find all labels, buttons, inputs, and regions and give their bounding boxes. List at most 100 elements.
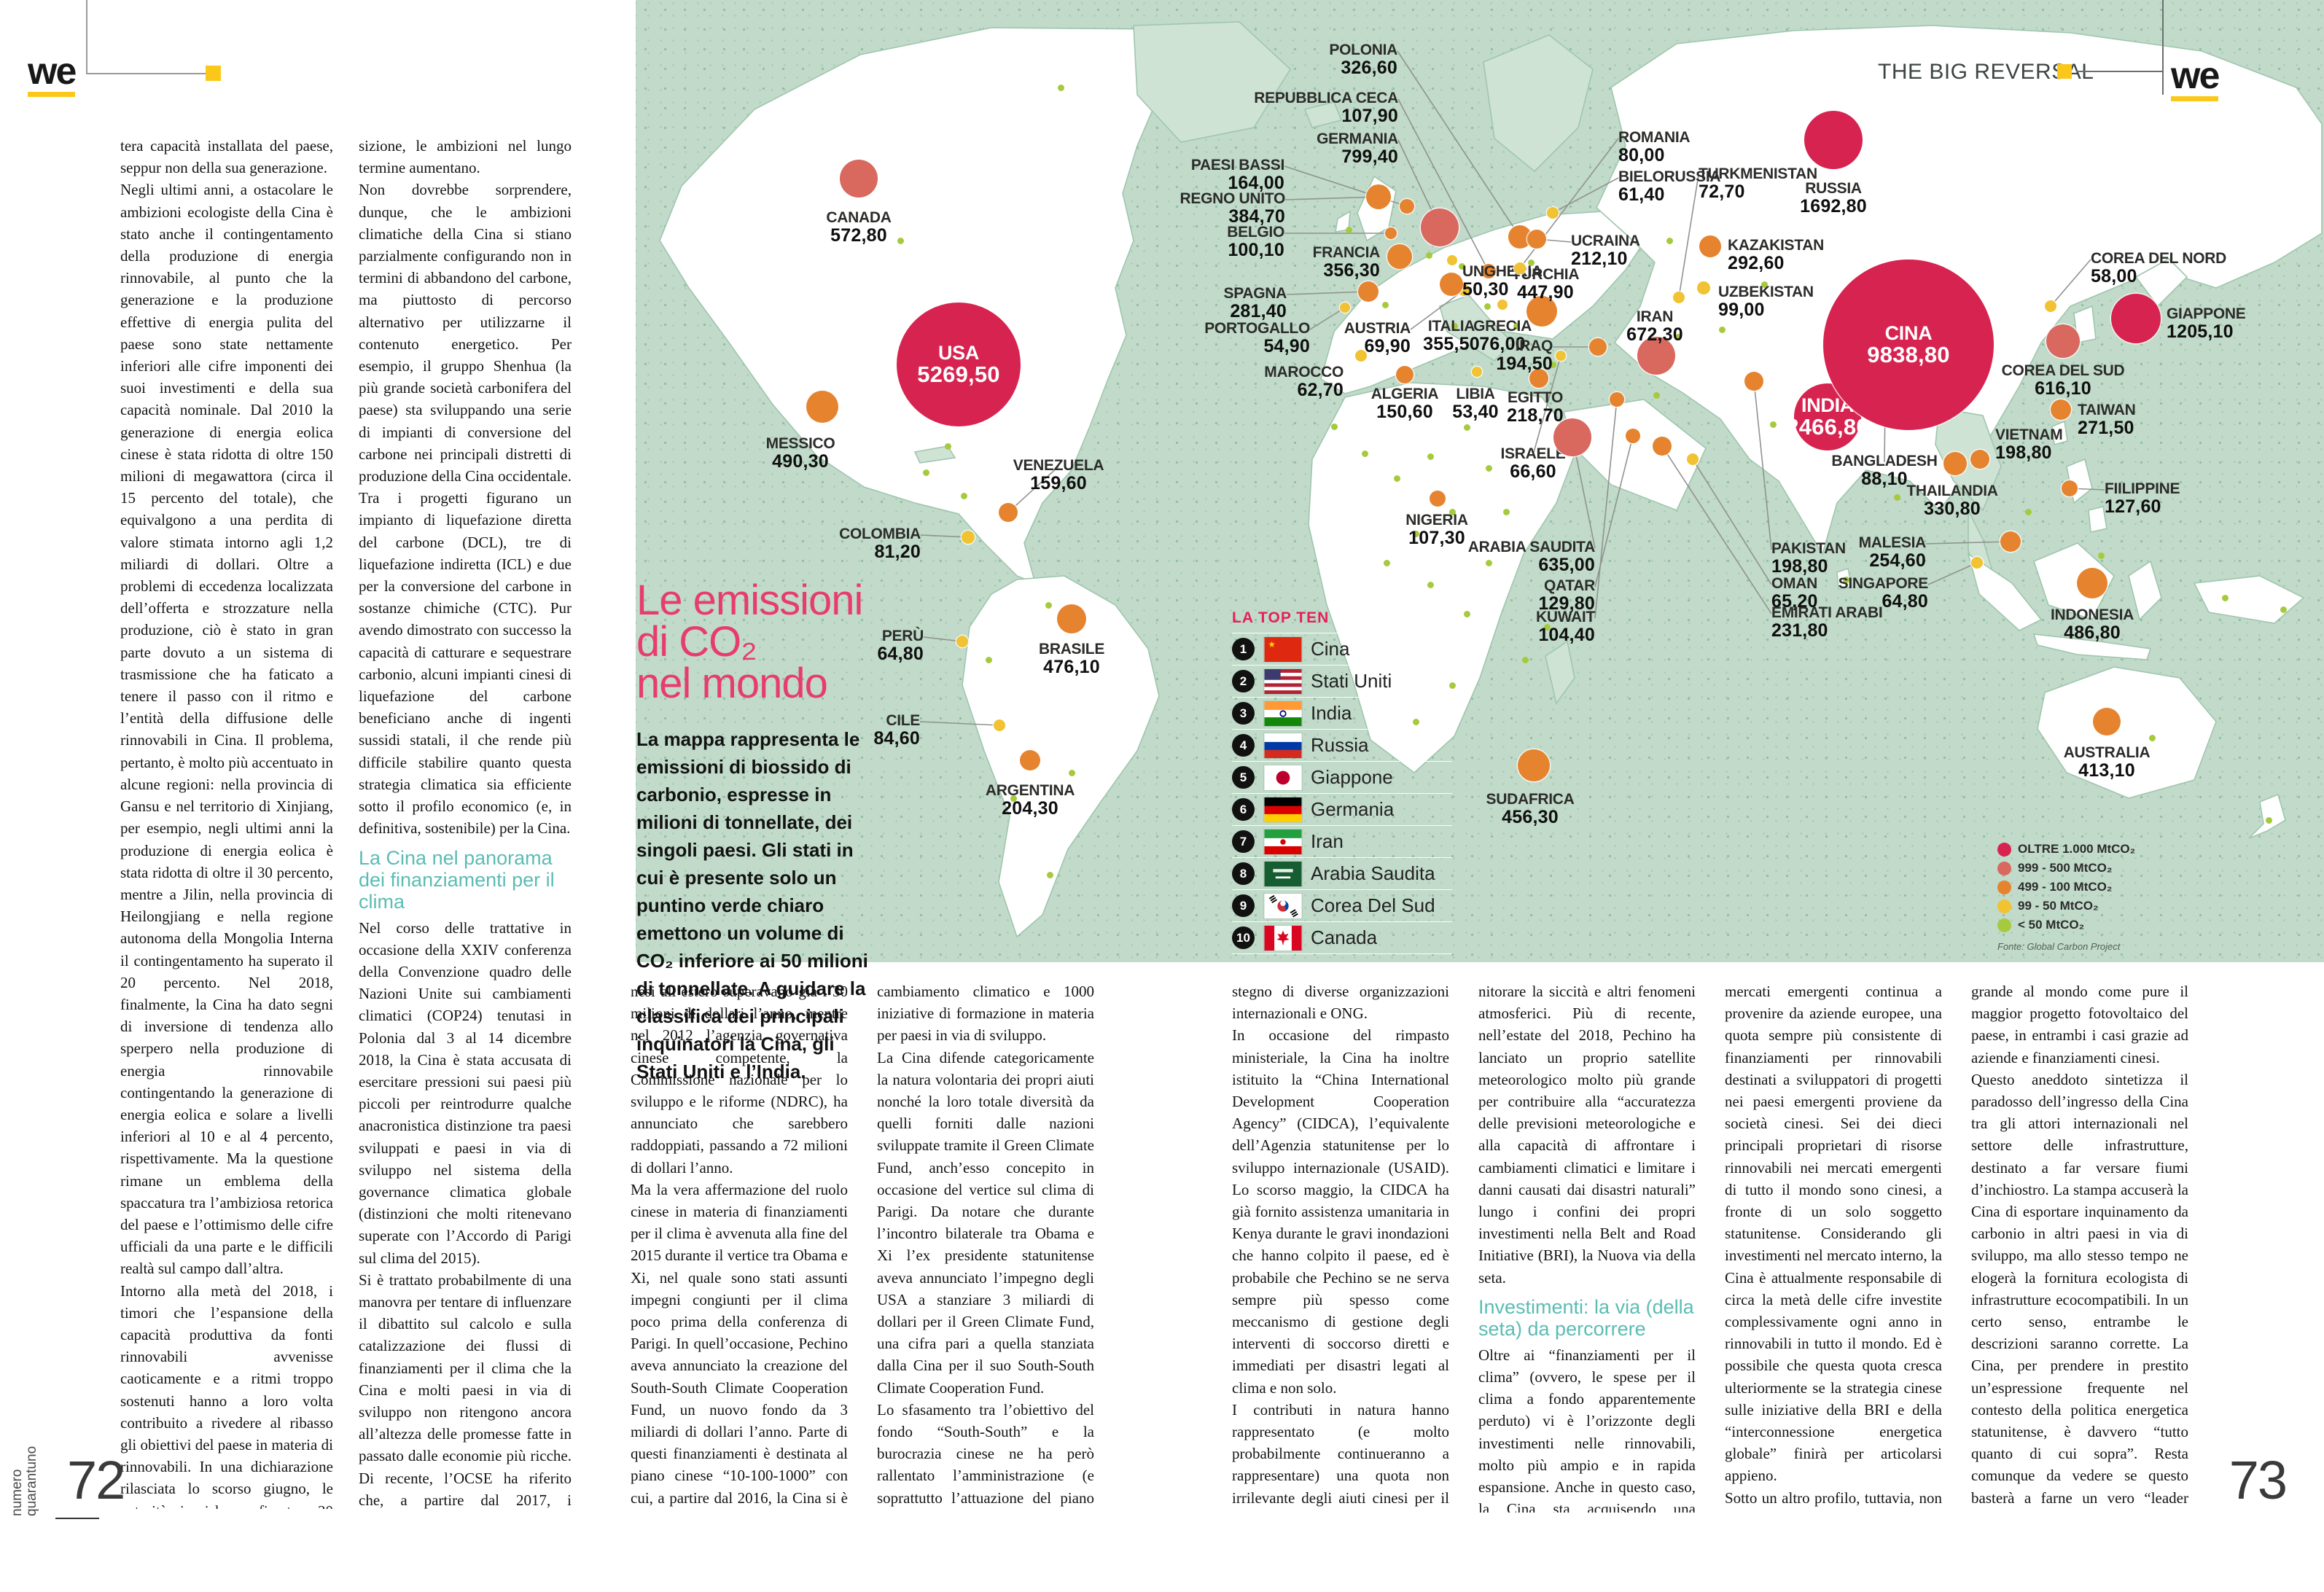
top-ten-title: LA TOP TEN: [1232, 609, 1330, 626]
island-java: [2032, 633, 2152, 660]
top-ten-country: India: [1311, 702, 1352, 724]
legend-dot: [1997, 861, 2011, 875]
body-paragraph: stegno di diverse organizzazioni interna…: [1232, 983, 1449, 1023]
flag-jp-icon: [1264, 765, 1302, 790]
top-ten-country: Germania: [1311, 798, 1395, 820]
top-ten-country: Canada: [1311, 926, 1378, 948]
top-ten-rank: 6: [1232, 798, 1255, 821]
legend-dot: [1997, 880, 2011, 894]
article-column-bottom_col2: cambiamento climatico e 1000 iniziative …: [877, 980, 1094, 1513]
header-rule-vertical-right: [2162, 0, 2164, 95]
we-logo-underline: [2171, 96, 2219, 101]
top-ten-row: 9 Corea Del Sud: [1232, 889, 1452, 921]
island-japan-south: [2117, 294, 2151, 337]
page-number-left: 72: [67, 1450, 125, 1510]
we-logo-left: we: [28, 50, 77, 97]
top-ten-country: Corea Del Sud: [1311, 894, 1435, 916]
continent-south-america: [962, 575, 1160, 938]
legend-label: 999 - 500 MtCO₂: [2018, 861, 2113, 875]
body-paragraph: Si è trattato probabilmente di una manov…: [359, 1271, 572, 1509]
we-logo-underline: [28, 92, 76, 97]
top-ten-row: 10 Canada: [1232, 921, 1452, 954]
body-paragraph: nitorare la siccità e altri fenomeni atm…: [1478, 983, 1696, 1287]
body-paragraph: Nel corso delle trattative in occasione …: [359, 918, 572, 1267]
flag-us-icon: [1264, 668, 1302, 694]
headline-line: Le emissioni: [636, 577, 863, 624]
top-ten-rank: 7: [1232, 830, 1255, 853]
island-madagascar: [1545, 640, 1575, 705]
body-paragraph: Lo sfasamento tra l’obiettivo del fondo …: [877, 1400, 1094, 1513]
top-ten-rank: 1: [1232, 638, 1255, 660]
legend-label: 99 - 50 MtCO₂: [2018, 899, 2099, 913]
we-logo-text: we: [2171, 55, 2220, 97]
headline-line: di CO₂: [636, 618, 757, 666]
article-column-left_col2: sizione, le ambizioni nel lungo termine …: [359, 135, 572, 1509]
island-borneo: [2033, 542, 2115, 620]
island-new-zealand: [2248, 793, 2286, 839]
top-ten-rank: 10: [1232, 926, 1255, 949]
body-paragraph: La Cina difende categoricamente la natur…: [877, 1048, 1094, 1397]
header-rule-vertical-left: [86, 0, 87, 74]
flag-ca-icon: [1264, 925, 1302, 951]
flag-ir-icon: [1264, 829, 1302, 854]
body-paragraph: cambiamento climatico e 1000 iniziative …: [877, 983, 1094, 1045]
top-ten-country: Russia: [1311, 734, 1369, 756]
top-ten-rank: 9: [1232, 894, 1255, 917]
world-map-continents: [659, 21, 2323, 938]
issue-label: numero quarantuno: [9, 1385, 99, 1519]
top-ten-country: Giappone: [1311, 766, 1393, 788]
header-yellow-square-left: [206, 66, 221, 81]
page-number-right: 73: [2229, 1450, 2288, 1510]
body-paragraph: Negli ultimi anni, a ostacolare le ambiz…: [120, 181, 333, 1278]
legend-row: 499 - 100 MtCO₂: [1997, 878, 2135, 897]
map-legend: OLTRE 1.000 MtCO₂ 999 - 500 MtCO₂ 499 - 10…: [1997, 840, 2135, 952]
legend-rows: OLTRE 1.000 MtCO₂ 999 - 500 MtCO₂ 499 - 10…: [1997, 840, 2135, 934]
section-heading: La Cina nel panorama dei finanziamenti p…: [359, 846, 555, 913]
top-ten-rank: 4: [1232, 734, 1255, 757]
top-ten-rows: 1 Cina 2 Stati Uniti 3 India 4 Russia 5 Giappone 6…: [1232, 633, 1452, 954]
legend-source: Fonte: Global Carbon Project: [1997, 941, 2121, 952]
article-column-bottom_col4: nitorare la siccità e altri fenomeni atm…: [1478, 980, 1696, 1513]
top-ten-country: Iran: [1311, 830, 1344, 852]
legend-label: < 50 MtCO₂: [2018, 918, 2085, 932]
top-ten-country: Arabia Saudita: [1311, 862, 1435, 884]
region-arabia: [1562, 399, 1707, 512]
we-logo-right: we: [2171, 55, 2220, 101]
island-ireland: [1335, 210, 1351, 233]
flag-de-icon: [1264, 797, 1302, 822]
top-ten-country: Cina: [1311, 638, 1350, 660]
header-rule-horizontal-left: [86, 73, 208, 74]
island-philippines-north: [2066, 458, 2093, 504]
legend-row: < 50 MtCO₂: [1997, 916, 2135, 934]
top-ten-row: 3 India: [1232, 697, 1452, 729]
continent-africa: [1308, 382, 1579, 774]
top-ten-row: 2 Stati Uniti: [1232, 665, 1452, 697]
issue-underline: [55, 1518, 99, 1519]
article-headline: Le emissioni di CO₂ nel mondo: [636, 577, 863, 707]
legend-label: 499 - 100 MtCO₂: [2018, 880, 2113, 894]
body-paragraph: Questo aneddoto sintetizza il paradosso …: [1971, 1070, 2188, 1513]
island-sri-lanka: [1836, 567, 1852, 590]
world-map-panel: [636, 0, 2324, 962]
top-ten-rank: 8: [1232, 862, 1255, 885]
flag-in-icon: [1264, 701, 1302, 726]
island-iceland: [1303, 101, 1343, 128]
article-column-left_col1: tera capacità installata del paese, sepp…: [120, 135, 333, 1509]
headline-line: nel mondo: [636, 660, 828, 707]
flag-sa-icon: [1264, 861, 1302, 886]
region-korea: [2073, 305, 2097, 343]
body-paragraph: I contributi in natura hanno rappresenta…: [1232, 1400, 1449, 1513]
flag-ru-icon: [1264, 733, 1302, 758]
body-paragraph: grande al mondo come pure il maggior pro…: [1971, 983, 2188, 1066]
body-paragraph: Intorno alla metà del 2018, i timori che…: [120, 1281, 333, 1509]
we-logo-text: we: [28, 50, 77, 93]
top-ten-rank: 3: [1232, 702, 1255, 725]
continent-greenland: [1133, 21, 1292, 143]
legend-dot: [1997, 918, 2011, 932]
flag-cn-icon: [1264, 636, 1302, 662]
legend-dot: [1997, 842, 2011, 857]
header-rule-horizontal-right: [2076, 71, 2162, 72]
continent-australia: [2037, 666, 2217, 799]
body-paragraph: sizione, le ambizioni nel lungo termine …: [359, 137, 572, 177]
